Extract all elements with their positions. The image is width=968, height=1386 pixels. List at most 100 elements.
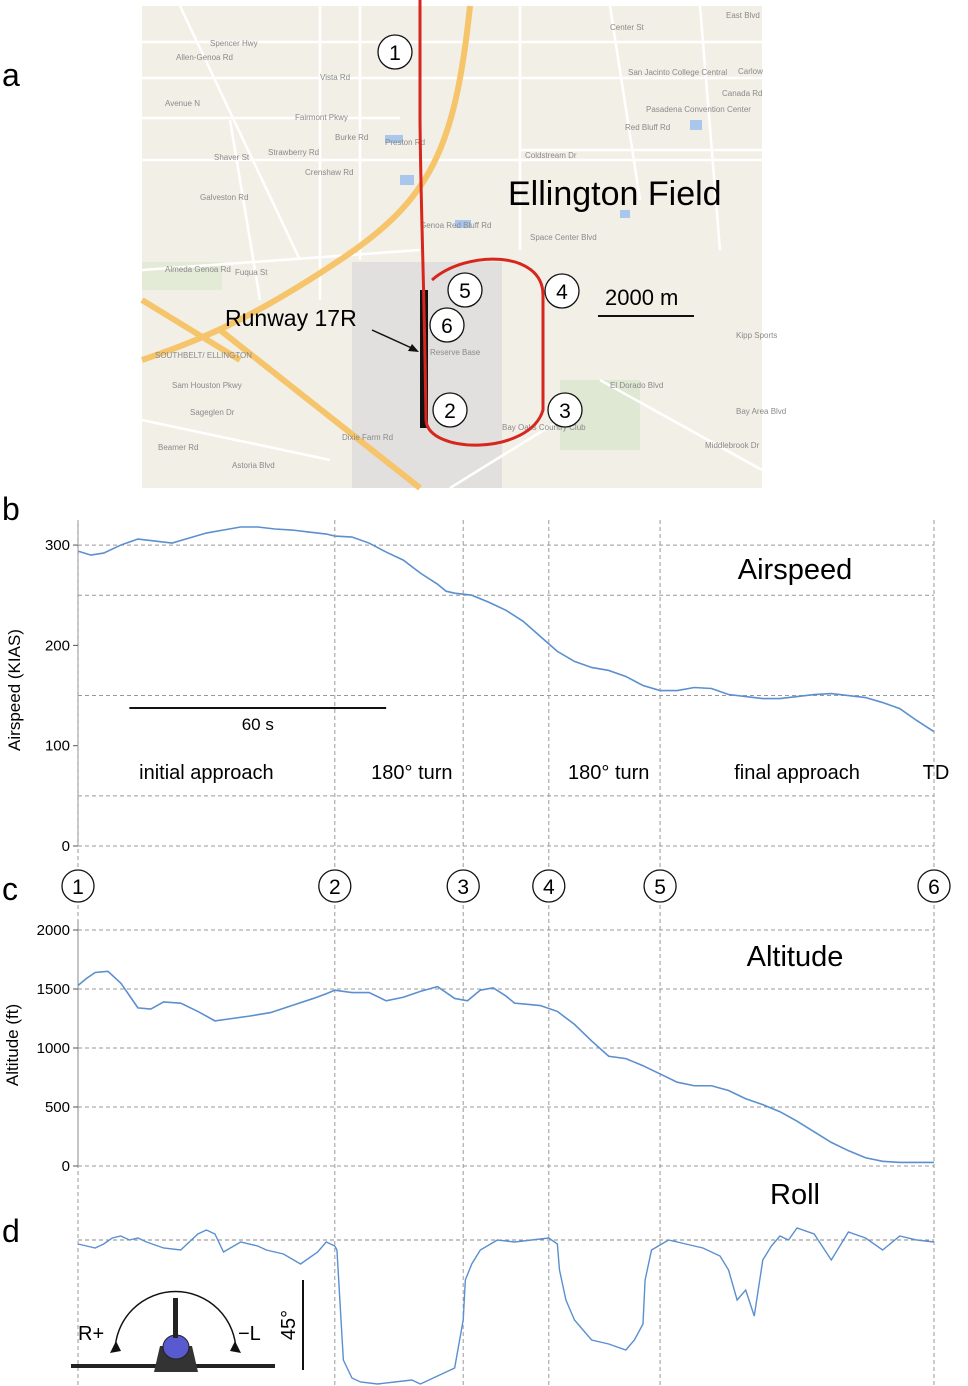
waypoint-label: 2: [444, 400, 456, 423]
runway-callout-arrow: [408, 344, 419, 352]
road-label: Sam Houston Pkwy: [172, 381, 242, 390]
flight-phase-label: 180° turn: [371, 762, 452, 784]
waypoint-2: 2: [432, 392, 468, 428]
altitude-title: Altitude: [747, 941, 844, 973]
road-label: Burke Rd: [335, 133, 368, 142]
altitude-tick-label: 2000: [37, 922, 70, 939]
event-markers: 1 2 3 4 5 6: [61, 869, 951, 903]
event-marker-label: 1: [72, 876, 84, 899]
event-marker-circle: [446, 869, 480, 903]
road-label: Dixie Farm Rd: [342, 433, 393, 442]
aircraft-canopy: [162, 1334, 190, 1360]
altitude-y-ticks: 0 500 1000 1500 2000: [37, 922, 78, 1175]
event-marker-circle: [532, 869, 566, 903]
flight-track: [418, 0, 545, 447]
flight-phase-labels: initial approach 180° turn 180° turn final …: [139, 762, 949, 784]
roll-series-line: [77, 1227, 935, 1385]
altitude-series-line: [77, 970, 934, 1164]
minor-roads: [141, 5, 763, 490]
flight-phase-label: 180° turn: [568, 762, 649, 784]
road-label: Almeda Genoa Rd: [165, 265, 231, 274]
road-label: Genoa Red Bluff Rd: [420, 221, 491, 230]
waypoint-5: 5: [447, 272, 483, 308]
map-title: Ellington Field: [508, 175, 722, 213]
road-label: Middlebrook Dr: [705, 441, 760, 450]
airspeed-y-label: Airspeed (KIAS): [5, 629, 24, 751]
waypoint-1: 1: [377, 34, 413, 70]
roll-left-label: −L: [238, 1323, 261, 1345]
road-label: Vista Rd: [320, 73, 350, 82]
roll-arc-arrow-left: [110, 1341, 121, 1353]
event-marker-label: 4: [543, 876, 555, 899]
road-label: Beamer Rd: [158, 443, 198, 452]
event-marker-circle: [917, 869, 951, 903]
airspeed-chart: 0 100 200 300 Airspeed (KIAS) Airspeed 60 s…: [5, 520, 949, 855]
panel-letter-d: d: [2, 1213, 20, 1249]
road-label: Allen-Genoa Rd: [176, 53, 233, 62]
airspeed-tick-label: 200: [45, 637, 70, 654]
altitude-chart: 0 500 1000 1500 2000 Altitude (ft) Altitude: [3, 920, 934, 1175]
road-label: Galveston Rd: [200, 193, 248, 202]
altitude-tick-label: 500: [45, 1099, 70, 1116]
airspeed-tick-label: 300: [45, 537, 70, 554]
panel-letter-c: c: [2, 871, 18, 907]
event-marker-label: 5: [654, 876, 666, 899]
altitude-y-label: Altitude (ft): [3, 1004, 22, 1086]
event-marker-label: 3: [457, 876, 469, 899]
road-label: Space Center Blvd: [530, 233, 597, 242]
road-label: Fairmont Pkwy: [295, 113, 348, 122]
panel-letter-b: b: [2, 491, 20, 527]
airspeed-grid: [78, 544, 934, 847]
road-label: Reserve Base: [430, 348, 481, 357]
road-label: Strawberry Rd: [268, 148, 319, 157]
road-label: Sageglen Dr: [190, 408, 235, 417]
road-label: Coldstream Dr: [525, 151, 577, 160]
road-label: Astoria Blvd: [232, 461, 275, 470]
road-label: Spencer Hwy: [210, 39, 258, 48]
road-label: East Blvd: [726, 11, 760, 20]
airspeed-series-line: [77, 526, 935, 733]
roll-right-label: R+: [78, 1323, 104, 1345]
road-label: Carlow: [738, 67, 763, 76]
map-scale-label: 2000 m: [605, 285, 678, 310]
roll-arc: [114, 1290, 237, 1353]
event-marker-circle: [643, 869, 677, 903]
road-label: Bay Area Blvd: [736, 407, 786, 416]
waypoint-label: 4: [556, 281, 568, 304]
time-scale-bar-label: 60 s: [242, 715, 274, 734]
road-label: El Dorado Blvd: [610, 381, 663, 390]
road-label: SOUTHBELT/ ELLINGTON: [155, 351, 252, 360]
altitude-tick-label: 1000: [37, 1040, 70, 1057]
highways: [140, 5, 473, 491]
road-label: Crenshaw Rd: [305, 168, 353, 177]
flight-phase-label: TD: [923, 762, 950, 784]
event-marker-label: 2: [329, 876, 341, 899]
waypoint-label: 5: [459, 280, 471, 303]
aircraft-rear-view-icon: R+ −L: [71, 1290, 275, 1372]
panel-letter-a: a: [2, 57, 20, 93]
runway-label: Runway 17R: [225, 305, 357, 331]
road-label: Pasadena Convention Center: [646, 105, 751, 114]
runway-callout-line: [371, 329, 417, 351]
altitude-grid: [78, 929, 934, 1167]
waypoint-label: 3: [559, 400, 571, 423]
road-label: San Jacinto College Central: [628, 68, 727, 77]
event-marker-circle: [61, 869, 95, 903]
airspeed-tick-label: 0: [62, 838, 70, 855]
waypoint-4: 4: [544, 273, 580, 309]
road-labels: Spencer Hwy Vista Rd Fairmont Pkwy Avenu…: [155, 11, 786, 470]
airspeed-y-ticks: 0 100 200 300: [45, 537, 78, 855]
altitude-tick-label: 1500: [37, 981, 70, 998]
road-label: Avenue N: [165, 99, 200, 108]
waypoint-6: 6: [429, 307, 465, 343]
airspeed-tick-label: 100: [45, 738, 70, 755]
event-marker-label: 6: [928, 876, 940, 899]
waypoint-3: 3: [547, 392, 583, 428]
map: Spencer Hwy Vista Rd Fairmont Pkwy Avenu…: [140, 0, 786, 491]
altitude-tick-label: 0: [62, 1158, 70, 1175]
flight-phase-label: final approach: [734, 762, 860, 784]
water-bodies: [385, 120, 702, 228]
road-label: Bay Oaks Country Club: [502, 423, 586, 432]
roll-title: Roll: [770, 1179, 820, 1211]
